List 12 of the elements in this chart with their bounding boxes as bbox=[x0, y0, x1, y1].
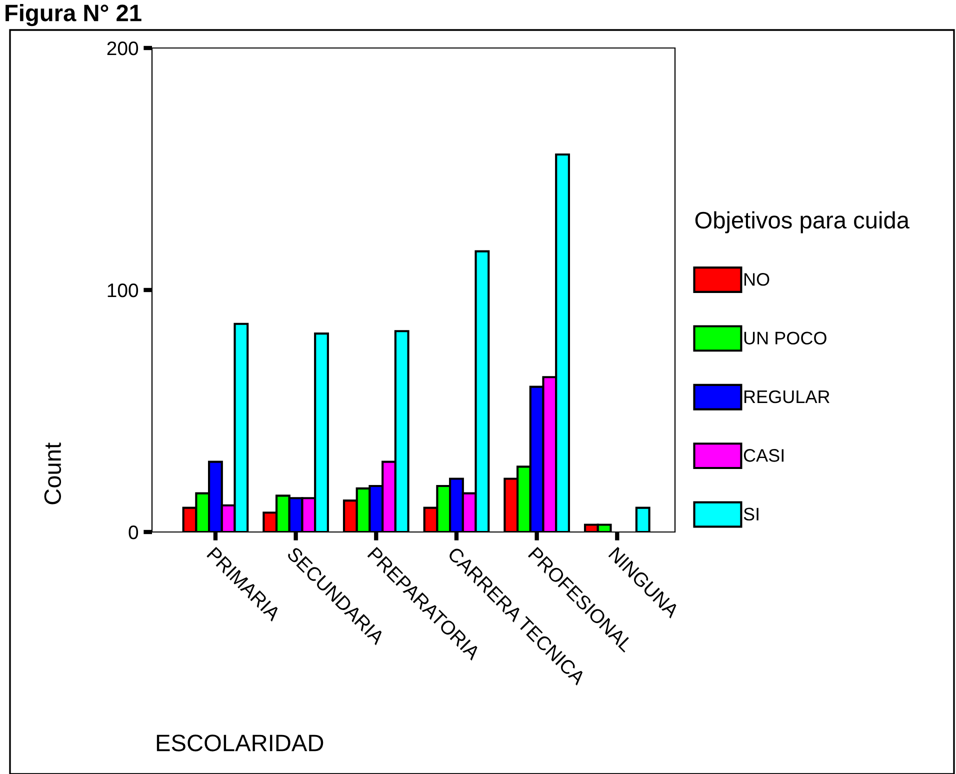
x-axis-title: ESCOLARIDAD bbox=[156, 734, 324, 752]
legend-label: CASI bbox=[744, 449, 784, 462]
legend-title: Objetivos para cuida bbox=[695, 211, 910, 234]
legend-label: SI bbox=[744, 508, 758, 521]
legend-label: NO bbox=[744, 273, 770, 286]
chart-title: Figura N° 21 bbox=[6, 4, 142, 26]
y-tick-label: 200 bbox=[107, 41, 138, 56]
legend-label: UN POCO bbox=[744, 332, 826, 344]
y-tick-label: 0 bbox=[128, 525, 138, 540]
legend-label: REGULAR bbox=[744, 390, 830, 404]
y-axis-title: Count bbox=[44, 442, 62, 504]
y-tick-label: 100 bbox=[108, 283, 138, 298]
